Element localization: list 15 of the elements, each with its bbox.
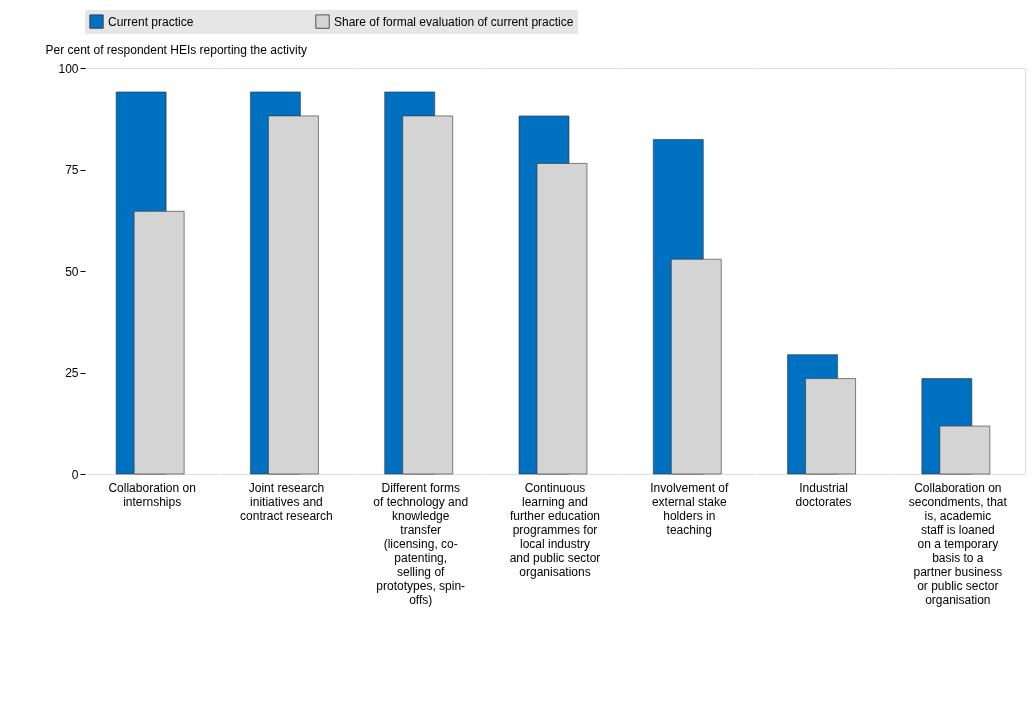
legend-label: Current practice <box>108 14 194 29</box>
y-tick-label: 75 <box>65 163 79 177</box>
x-tick-label: Continuous learning and further education programmes for local industry and public sector organisations <box>509 480 601 579</box>
legend-label: Share of formal evaluation of current practice <box>334 14 574 29</box>
x-tick-label: Involvement of external stake holders in teaching <box>650 480 729 537</box>
x-tick-label: Collaboration on internships <box>108 480 196 509</box>
y-tick-label: 0 <box>71 467 79 482</box>
x-tick-label: Joint research initiatives and contract research <box>240 480 333 523</box>
y-tick-label: 50 <box>65 264 79 279</box>
category-label: Collaboration on secondments, that is, academic staff is loaned on a temporary basis to a partner business or public sector organisation <box>908 480 1007 607</box>
x-tick-label: Industrial doctorates <box>795 480 852 509</box>
y-axis-title: Per cent of respondent HEIs reporting the activity <box>45 42 307 57</box>
y-tick-label: 25 <box>65 366 79 380</box>
y-tick-label: 100 <box>58 61 79 76</box>
category-label: Different forms of technology and knowledge transfer (licensing, co-patenting, selling of prototypes, spin-offs) <box>373 480 469 607</box>
